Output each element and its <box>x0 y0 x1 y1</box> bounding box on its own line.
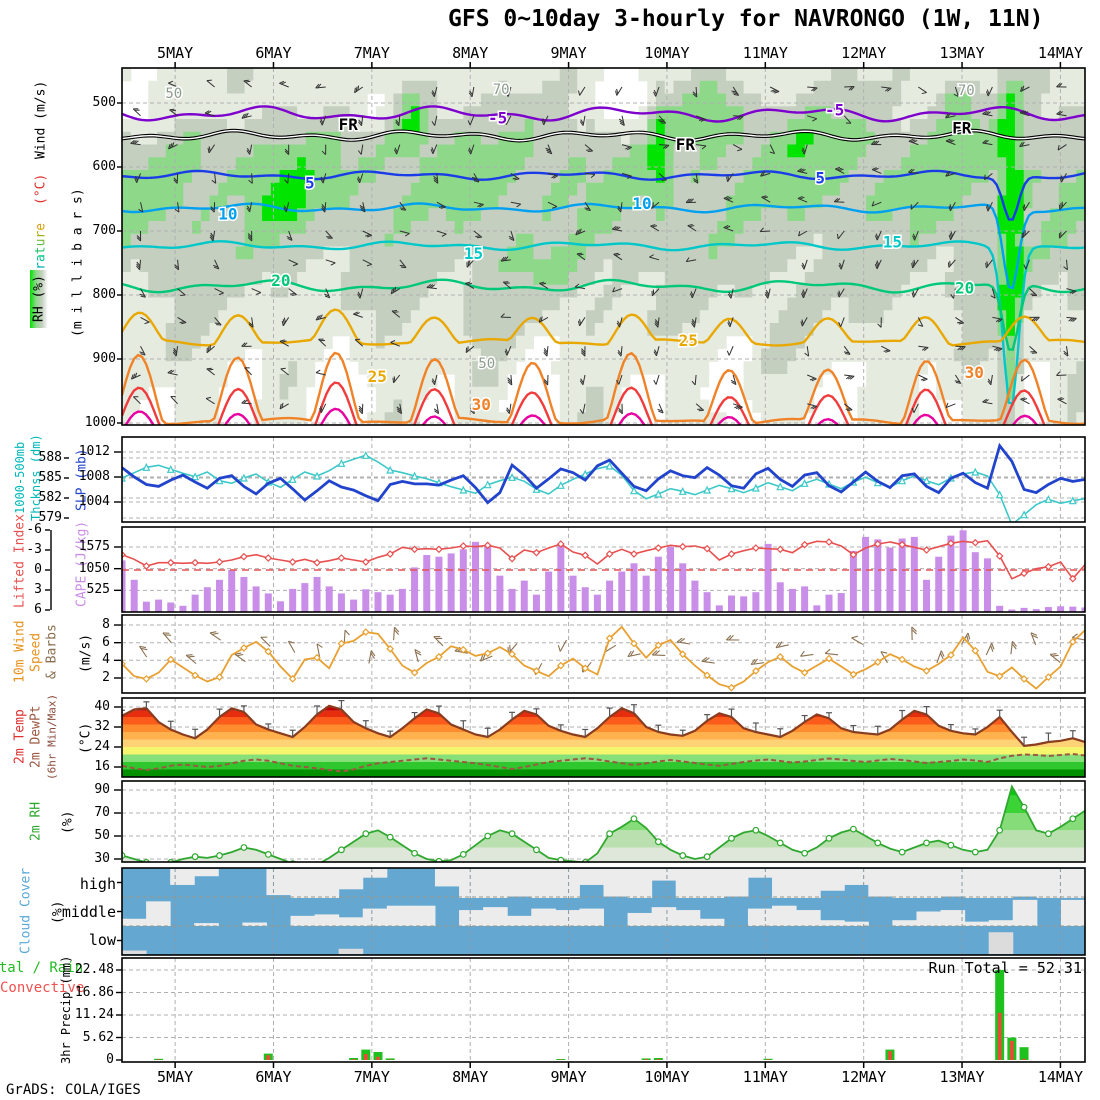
axis-label-degc: (°C) <box>33 173 49 205</box>
tick-label: 40 <box>94 699 110 714</box>
tick-label: 585 <box>38 470 62 485</box>
tick-label: 1050 <box>78 560 110 576</box>
day-label: 7MAY <box>353 1068 390 1086</box>
tick-label: 579 <box>38 510 62 525</box>
tick-label: 4 <box>102 652 110 668</box>
svg-text:70: 70 <box>493 82 510 98</box>
axis-label-millibars: (m i l l i b a r s) <box>70 188 86 338</box>
tick-label: 900 <box>92 351 116 366</box>
tick-label: 70 <box>94 805 110 820</box>
tick-label: 582 <box>38 490 62 505</box>
svg-text:25: 25 <box>679 331 698 350</box>
precip-legend-total: Total / Rain <box>0 960 84 976</box>
tick-label: 525 <box>86 582 110 598</box>
axis-label-2m-rh: 2m RH <box>28 801 44 841</box>
tick-label: 90 <box>94 782 110 797</box>
tick-label: 6 <box>34 602 42 617</box>
tick-label: 1575 <box>78 539 110 554</box>
tick-label: -6 <box>26 521 42 537</box>
tick-label: -3 <box>26 541 42 557</box>
tick-label: 8 <box>102 617 110 633</box>
axis-label-speed: Speed <box>28 632 44 672</box>
tick-label: 0 <box>34 562 42 577</box>
tick-label: 1008 <box>78 469 110 484</box>
tick-label: 600 <box>92 159 116 174</box>
svg-text:50: 50 <box>165 86 182 102</box>
cloud-row-low: low <box>88 931 116 949</box>
svg-text:15: 15 <box>883 233 902 252</box>
tick-label: 16.86 <box>74 984 114 1000</box>
axis-label-rh-legend: RH (%) <box>30 270 48 328</box>
svg-text:FR: FR <box>339 115 359 134</box>
tick-label: 0 <box>106 1052 114 1067</box>
cloud-row-high: high <box>79 875 116 893</box>
svg-text:70: 70 <box>958 83 975 99</box>
day-label: 9MAY <box>550 44 587 62</box>
page-title: GFS 0~10day 3-hourly for NAVRONGO (1W, 1… <box>448 6 1044 32</box>
tick-label: 24 <box>94 739 110 754</box>
tick-label: 6 <box>102 634 110 650</box>
day-label: 10MAY <box>644 1068 690 1086</box>
svg-text:10: 10 <box>632 194 651 213</box>
tick-label: 500 <box>92 95 116 110</box>
cloud-row-middle: middle <box>61 903 116 921</box>
tick-label: 32 <box>94 719 110 734</box>
svg-text:-5: -5 <box>488 108 507 127</box>
svg-text:20: 20 <box>271 271 290 290</box>
tick-label: 22.48 <box>74 962 114 977</box>
svg-text:10: 10 <box>218 204 237 223</box>
tick-label: 30 <box>94 851 110 866</box>
svg-text:FR: FR <box>952 119 972 138</box>
precip-legend-convective: Convective <box>0 980 85 996</box>
day-label: 11MAY <box>742 44 788 62</box>
day-label: 6MAY <box>255 1068 292 1086</box>
svg-text:30: 30 <box>965 363 984 382</box>
day-label: 12MAY <box>841 1068 887 1086</box>
tick-label: 11.24 <box>74 1007 114 1022</box>
day-label: 5MAY <box>157 1068 194 1086</box>
axis-label-10m-wind: 10m Wind <box>12 620 28 684</box>
day-label: 5MAY <box>157 44 194 62</box>
run-total: Run Total = 52.31 <box>928 959 1082 977</box>
day-label: 14MAY <box>1037 44 1083 62</box>
day-label: 9MAY <box>550 1068 587 1086</box>
svg-text:15: 15 <box>464 244 483 263</box>
day-label: 13MAY <box>939 44 985 62</box>
svg-text:30: 30 <box>472 395 491 414</box>
axis-label-2m-dewpt: 2m DewPt <box>28 705 44 769</box>
svg-text:5: 5 <box>305 174 315 193</box>
tick-label: 2 <box>102 670 110 685</box>
tick-label: 800 <box>92 287 116 302</box>
day-label: 8MAY <box>452 1068 489 1086</box>
tick-label: 16 <box>94 759 110 774</box>
day-label: 8MAY <box>452 44 489 62</box>
day-label: 13MAY <box>939 1068 985 1086</box>
tick-label: 588 <box>38 450 62 465</box>
day-label: 7MAY <box>353 44 390 62</box>
svg-text:50: 50 <box>478 356 495 372</box>
tick-label: 50 <box>94 828 110 843</box>
svg-text:5: 5 <box>815 169 825 188</box>
day-label: 12MAY <box>841 44 887 62</box>
axis-label-wind: Wind (m/s) <box>33 80 49 160</box>
axis-label-2m-temp: 2m Temp <box>12 709 28 765</box>
day-label: 11MAY <box>742 1068 788 1086</box>
svg-text:25: 25 <box>368 367 387 386</box>
svg-text:FR: FR <box>676 135 696 154</box>
svg-text:20: 20 <box>955 279 974 298</box>
tick-label: 700 <box>92 223 116 238</box>
tick-label: 1004 <box>78 494 110 509</box>
tick-label: 5.62 <box>82 1029 114 1045</box>
tick-label: 3 <box>34 582 42 597</box>
svg-text:-5: -5 <box>825 101 844 120</box>
day-label: 6MAY <box>255 44 292 62</box>
day-label: 10MAY <box>644 44 690 62</box>
tick-label: 1000 <box>84 415 116 430</box>
credit: GrADS: COLA/IGES <box>6 1082 141 1098</box>
tick-label: 1012 <box>78 444 110 459</box>
axis-label-cloud-cover: Cloud Cover <box>18 867 34 955</box>
day-label: 14MAY <box>1037 1068 1083 1086</box>
